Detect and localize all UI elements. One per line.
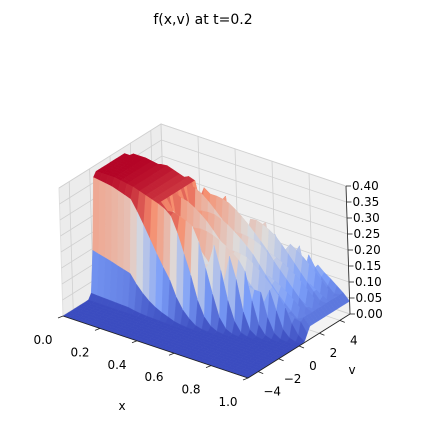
surface-mesh: [62, 153, 350, 379]
surface-cell: [98, 180, 106, 259]
x-tick: [57, 315, 64, 319]
x-tick: [242, 377, 249, 381]
x-axis-line: [62, 315, 249, 379]
x-tick-label: 0.2: [70, 345, 89, 359]
v-tick: [298, 345, 305, 349]
z-tick-label: 0.30: [353, 211, 380, 225]
x-tick-label: 0.0: [33, 333, 52, 347]
x-tick-label: 0.8: [181, 383, 200, 397]
x-axis-label: x: [118, 399, 125, 413]
surface-cell: [104, 183, 113, 262]
grid-line-z: [160, 123, 347, 187]
z-tick-label: 0.00: [356, 307, 383, 321]
v-tick: [319, 332, 325, 336]
grid-line-z: [161, 155, 348, 219]
v-tick-label: −4: [263, 385, 281, 399]
z-tick-label: 0.20: [354, 243, 381, 257]
v-tick: [258, 371, 264, 374]
x-tick: [205, 365, 212, 368]
z-tick-label: 0.15: [355, 259, 382, 273]
grid-line-z: [58, 123, 162, 189]
x-tick: [168, 352, 175, 356]
grid-line-z: [161, 139, 347, 203]
z-tick-label: 0.35: [353, 195, 380, 209]
z-tick-label: 0.25: [354, 227, 381, 241]
v-tick-label: 4: [350, 333, 358, 347]
x-tick: [94, 328, 101, 331]
v-axis-label: v: [348, 363, 355, 377]
z-tick-label: 0.10: [355, 275, 382, 289]
surface-cell: [129, 199, 138, 285]
x-tick-label: 0.6: [144, 370, 163, 384]
z-tick-label: 0.05: [356, 291, 383, 305]
x-tick-label: 1.0: [218, 395, 237, 409]
chart-title: f(x,v) at t=0.2: [153, 12, 252, 28]
surface-cell: [136, 211, 144, 295]
v-tick: [339, 320, 345, 323]
v-tick: [278, 358, 284, 362]
z-tick-label: 0.40: [352, 179, 379, 193]
v-tick-label: 0: [309, 359, 317, 373]
surface-cell: [111, 186, 119, 266]
x-tick: [131, 340, 138, 344]
surface-cell: [92, 177, 100, 255]
v-tick-label: −2: [284, 372, 302, 386]
surface-cell: [117, 190, 125, 270]
x-tick-label: 0.4: [107, 358, 126, 372]
v-tick-label: 2: [330, 346, 338, 360]
axes-ticks: 0.0 0.2 0.4 0.6 0.8 1.0 −4−2 024 0.00 0.05 0.10 0.1…: [33, 179, 382, 409]
surface-cell: [123, 194, 131, 274]
